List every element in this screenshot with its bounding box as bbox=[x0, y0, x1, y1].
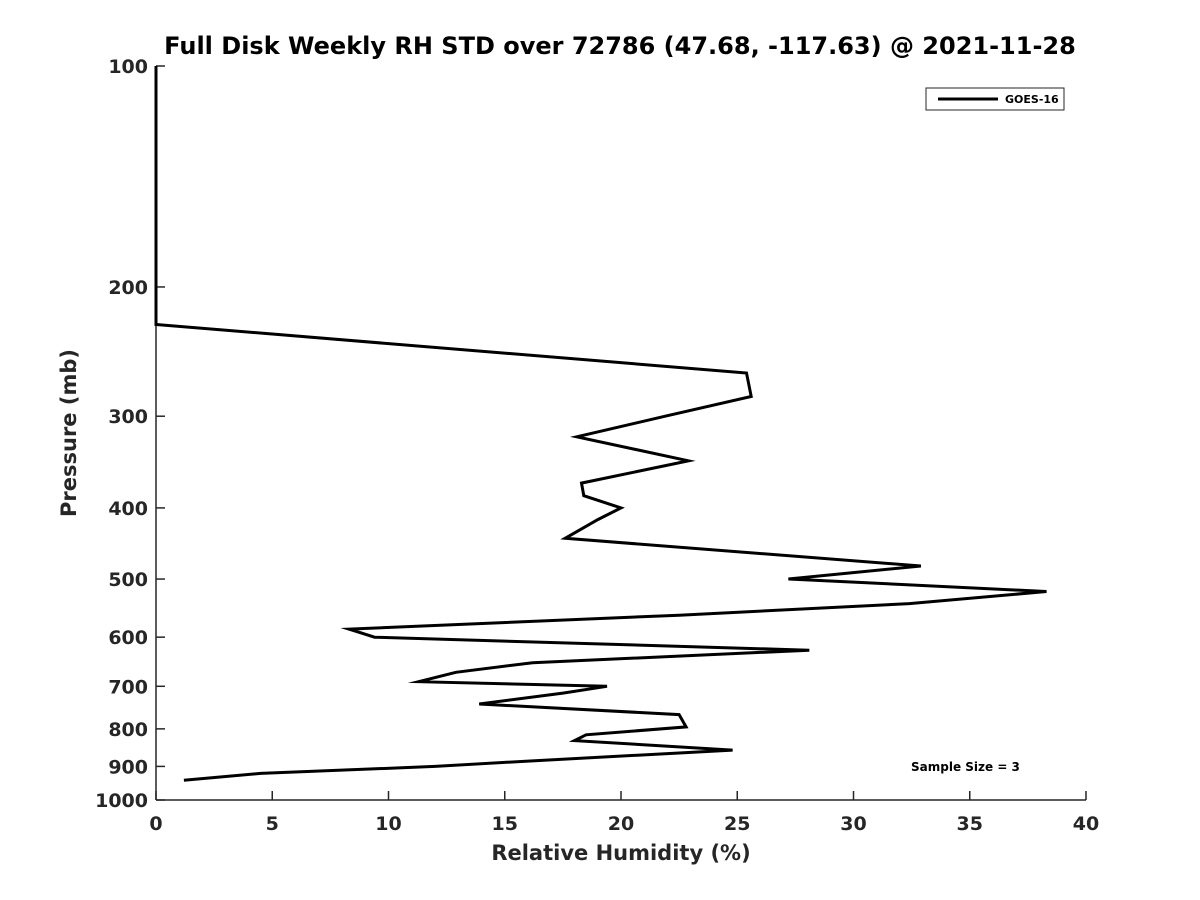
y-tick-label: 1000 bbox=[95, 790, 148, 812]
y-tick-label: 800 bbox=[108, 719, 148, 741]
x-tick-label: 35 bbox=[957, 813, 983, 835]
y-tick-label: 300 bbox=[108, 406, 148, 428]
y-tick-label: 600 bbox=[108, 627, 148, 649]
x-tick-label: 40 bbox=[1073, 813, 1099, 835]
y-ticks: 100 200 300 400 500 600 700 800 900 1000 bbox=[95, 56, 165, 812]
plot-area: 0 5 10 15 20 25 30 35 40 100 200 300 400 500 600 700 80… bbox=[95, 56, 1099, 835]
y-tick-label: 200 bbox=[108, 277, 148, 299]
chart-title: Full Disk Weekly RH STD over 72786 (47.6… bbox=[164, 32, 1076, 60]
y-tick-label: 500 bbox=[108, 569, 148, 591]
x-tick-label: 5 bbox=[266, 813, 279, 835]
x-axis-label: Relative Humidity (%) bbox=[491, 841, 750, 865]
x-tick-label: 10 bbox=[375, 813, 401, 835]
sample-size-annotation: Sample Size = 3 bbox=[911, 760, 1020, 774]
series-layer bbox=[154, 66, 1047, 782]
x-tick-label: 0 bbox=[149, 813, 162, 835]
x-tick-label: 25 bbox=[724, 813, 750, 835]
y-tick-label: 900 bbox=[108, 756, 148, 778]
y-tick-label: 700 bbox=[108, 676, 148, 698]
y-axis-label: Pressure (mb) bbox=[57, 349, 81, 517]
x-tick-label: 20 bbox=[608, 813, 634, 835]
x-tick-label: 15 bbox=[492, 813, 518, 835]
series-line-goes-16 bbox=[154, 66, 1047, 782]
y-tick-label: 400 bbox=[108, 498, 148, 520]
x-ticks: 0 5 10 15 20 25 30 35 40 bbox=[149, 791, 1099, 835]
legend-label-goes-16: GOES-16 bbox=[1005, 93, 1059, 106]
y-tick-label: 100 bbox=[108, 56, 148, 78]
x-tick-label: 30 bbox=[840, 813, 866, 835]
legend: GOES-16 bbox=[925, 87, 1065, 111]
